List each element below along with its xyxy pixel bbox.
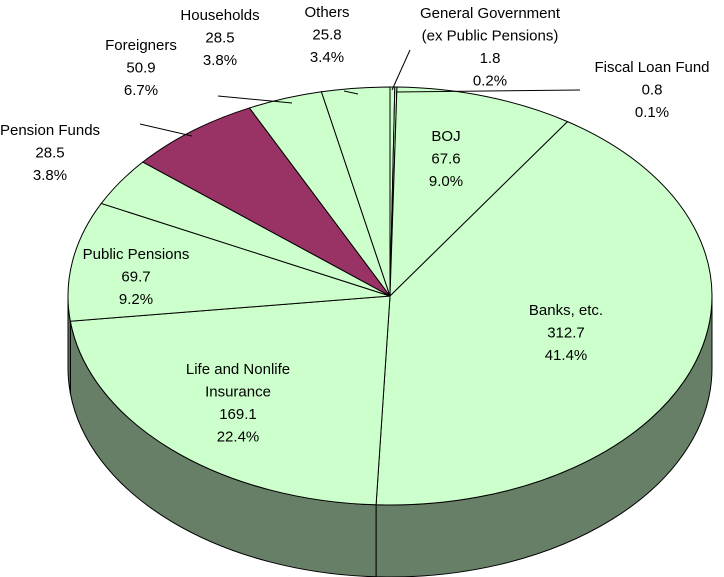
percent-label: 3.4% (310, 49, 344, 66)
slice (389, 86, 569, 298)
value-label: 69.7 (121, 268, 150, 285)
leader-line (391, 49, 411, 91)
slice-label: Fiscal Loan Fund (594, 59, 709, 76)
slice-label: Insurance (205, 383, 271, 400)
percent-label: 0.1% (635, 104, 669, 121)
slice (375, 121, 713, 506)
value-label: 169.1 (219, 406, 257, 423)
slice-label: BOJ (431, 128, 460, 145)
value-label: 1.8 (480, 50, 501, 67)
value-label: 28.5 (35, 144, 64, 161)
value-label: 0.8 (642, 81, 663, 98)
percent-label: 22.4% (217, 428, 260, 445)
percent-label: 9.2% (119, 291, 153, 308)
leader-line (217, 95, 293, 104)
percent-label: 6.7% (124, 82, 158, 99)
slice-label: General Government (420, 5, 561, 22)
value-label: 67.6 (431, 150, 460, 167)
slice-label: Banks, etc. (529, 302, 603, 319)
slice (67, 202, 391, 322)
leader-line (343, 90, 359, 95)
slice-label: Life and Nonlife (186, 361, 290, 378)
percent-label: 41.4% (545, 347, 588, 364)
leader-line (395, 89, 581, 93)
slice (141, 107, 391, 297)
slice-label: Public Pensions (83, 246, 190, 263)
percent-label: 9.0% (429, 173, 463, 190)
slice-label: Households (180, 7, 259, 24)
slice-label: Pension Funds (0, 122, 100, 139)
slice (69, 295, 391, 506)
percent-label: 0.2% (473, 72, 507, 89)
slice-label: (ex Public Pensions) (422, 27, 559, 44)
percent-label: 3.8% (33, 167, 67, 184)
value-label: 28.5 (205, 29, 234, 46)
percent-label: 3.8% (203, 52, 237, 69)
value-label: 312.7 (547, 324, 585, 341)
slice-label: Others (304, 4, 349, 21)
slice (320, 86, 391, 297)
value-label: 50.9 (126, 59, 155, 76)
slice-label: Foreigners (105, 37, 177, 54)
leader-line (139, 123, 193, 137)
value-label: 25.8 (312, 26, 341, 43)
